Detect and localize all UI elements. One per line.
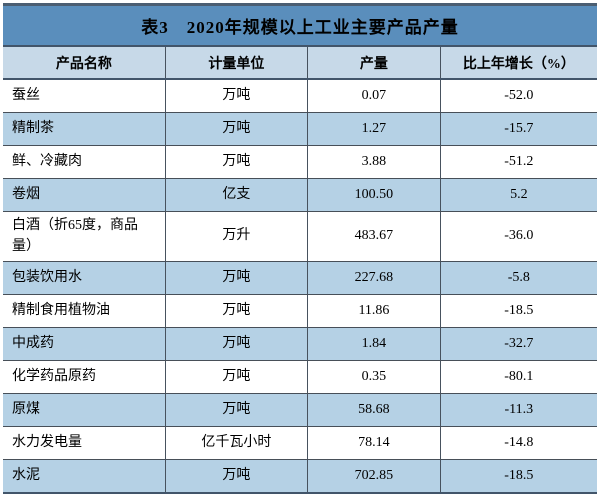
cell-growth: -52.0 <box>440 79 597 113</box>
cell-unit: 万吨 <box>165 79 309 113</box>
cell-product: 中成药 <box>3 327 166 361</box>
header-product-name: 产品名称 <box>3 46 166 80</box>
table-row: 中成药 万吨 1.84 -32.7 <box>3 327 597 361</box>
table-row: 蚕丝 万吨 0.07 -52.0 <box>3 79 597 113</box>
cell-product: 水力发电量 <box>3 426 166 460</box>
cell-output: 1.27 <box>307 112 441 146</box>
table-row: 卷烟 亿支 100.50 5.2 <box>3 178 597 212</box>
cell-output: 58.68 <box>307 393 441 427</box>
table-row: 化学药品原药 万吨 0.35 -80.1 <box>3 360 597 394</box>
industrial-output-table: 表3 2020年规模以上工业主要产品产量 产品名称 计量单位 产量 比上年增长（… <box>3 3 597 494</box>
cell-unit: 万吨 <box>165 145 309 179</box>
cell-growth: -18.5 <box>440 459 597 494</box>
cell-growth: -51.2 <box>440 145 597 179</box>
cell-growth: -80.1 <box>440 360 597 394</box>
cell-product: 水泥 <box>3 459 166 494</box>
cell-output: 702.85 <box>307 459 441 494</box>
cell-unit: 万吨 <box>165 393 309 427</box>
cell-output: 483.67 <box>307 211 441 262</box>
cell-unit: 万吨 <box>165 112 309 146</box>
header-growth: 比上年增长（%） <box>440 46 597 80</box>
table-row: 水泥 万吨 702.85 -18.5 <box>3 459 597 494</box>
cell-product: 精制食用植物油 <box>3 294 166 328</box>
cell-unit: 万吨 <box>165 360 309 394</box>
cell-product: 卷烟 <box>3 178 166 212</box>
cell-product: 化学药品原药 <box>3 360 166 394</box>
cell-product: 鲜、冷藏肉 <box>3 145 166 179</box>
cell-unit: 万吨 <box>165 327 309 361</box>
table-row: 鲜、冷藏肉 万吨 3.88 -51.2 <box>3 145 597 179</box>
cell-unit: 万升 <box>165 211 309 262</box>
cell-output: 100.50 <box>307 178 441 212</box>
cell-product: 包装饮用水 <box>3 261 166 295</box>
table-row: 包装饮用水 万吨 227.68 -5.8 <box>3 261 597 295</box>
cell-output: 227.68 <box>307 261 441 295</box>
table-row: 白酒（折65度，商品量） 万升 483.67 -36.0 <box>3 211 597 262</box>
cell-unit: 万吨 <box>165 459 309 494</box>
cell-output: 0.35 <box>307 360 441 394</box>
cell-growth: -36.0 <box>440 211 597 262</box>
cell-growth: -14.8 <box>440 426 597 460</box>
header-unit: 计量单位 <box>165 46 309 80</box>
cell-growth: 5.2 <box>440 178 597 212</box>
cell-growth: -32.7 <box>440 327 597 361</box>
cell-output: 3.88 <box>307 145 441 179</box>
cell-output: 0.07 <box>307 79 441 113</box>
cell-growth: -11.3 <box>440 393 597 427</box>
cell-unit: 亿支 <box>165 178 309 212</box>
table-row: 精制茶 万吨 1.27 -15.7 <box>3 112 597 146</box>
cell-output: 78.14 <box>307 426 441 460</box>
table-title-row: 表3 2020年规模以上工业主要产品产量 <box>3 3 597 47</box>
cell-growth: -15.7 <box>440 112 597 146</box>
cell-growth: -18.5 <box>440 294 597 328</box>
cell-output: 11.86 <box>307 294 441 328</box>
cell-product: 蚕丝 <box>3 79 166 113</box>
cell-unit: 亿千瓦小时 <box>165 426 309 460</box>
cell-output: 1.84 <box>307 327 441 361</box>
table-header-row: 产品名称 计量单位 产量 比上年增长（%） <box>3 46 597 80</box>
cell-product: 原煤 <box>3 393 166 427</box>
table-title: 表3 2020年规模以上工业主要产品产量 <box>3 3 597 47</box>
cell-unit: 万吨 <box>165 294 309 328</box>
header-output: 产量 <box>307 46 441 80</box>
cell-unit: 万吨 <box>165 261 309 295</box>
cell-product: 白酒（折65度，商品量） <box>3 211 166 262</box>
table-row: 水力发电量 亿千瓦小时 78.14 -14.8 <box>3 426 597 460</box>
table-row: 原煤 万吨 58.68 -11.3 <box>3 393 597 427</box>
cell-growth: -5.8 <box>440 261 597 295</box>
cell-product: 精制茶 <box>3 112 166 146</box>
table-row: 精制食用植物油 万吨 11.86 -18.5 <box>3 294 597 328</box>
